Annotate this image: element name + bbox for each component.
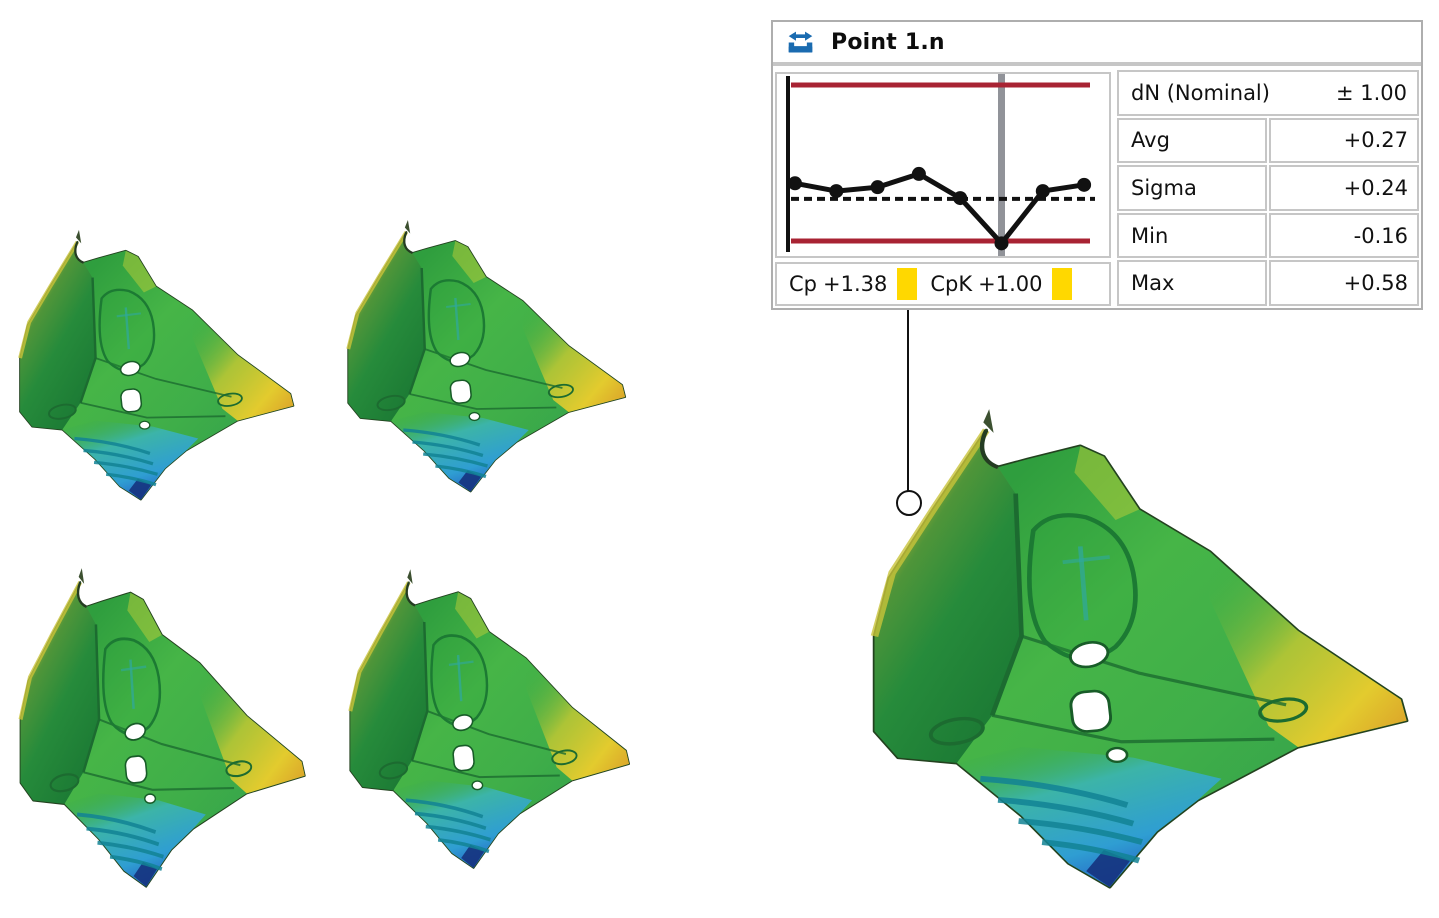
capability-row: Cp +1.38 CpK +1.00	[775, 262, 1111, 306]
part-thumbnail-1[interactable]	[8, 218, 310, 516]
stat-value-max: +0.58	[1269, 260, 1419, 306]
callout-line	[907, 310, 909, 491]
stat-label-max: Max	[1117, 260, 1267, 306]
cpk-value: +1.00	[978, 272, 1043, 296]
cp-value: +1.38	[823, 272, 888, 296]
part-thumbnail-2[interactable]	[336, 208, 642, 508]
panel-header[interactable]: Point 1.n	[773, 22, 1421, 66]
cp-label: Cp	[789, 272, 817, 296]
cpk-label: CpK	[930, 272, 973, 296]
part-thumbnail-3[interactable]	[8, 554, 322, 906]
stat-value-sigma: +0.24	[1269, 165, 1419, 211]
part-thumbnail-4[interactable]	[338, 556, 646, 886]
trend-chart[interactable]	[775, 72, 1111, 258]
cpk-status-flag	[1052, 268, 1073, 300]
panel-title: Point 1.n	[831, 29, 945, 55]
inspection-flag-panel: Point 1.n Cp +1.38 CpK +1.00 dN (Nominal…	[771, 20, 1423, 310]
tolerance-row: dN (Nominal) ± 1.00	[1117, 70, 1419, 116]
stat-label-sigma: Sigma	[1117, 165, 1267, 211]
tolerance-label: dN (Nominal)	[1131, 80, 1270, 105]
measurement-point-marker[interactable]	[896, 490, 922, 516]
stats-table: dN (Nominal) ± 1.00 Avg +0.27 Sigma +0.2…	[1117, 70, 1419, 306]
distance-dimension-icon	[788, 31, 813, 52]
stat-value-min: -0.16	[1269, 212, 1419, 259]
tolerance-value: ± 1.00	[1335, 80, 1407, 105]
cp-status-flag	[897, 268, 918, 300]
part-detail-view[interactable]	[851, 388, 1439, 916]
stat-label-avg: Avg	[1117, 117, 1267, 164]
stat-label-min: Min	[1117, 212, 1267, 259]
stat-value-avg: +0.27	[1269, 117, 1419, 164]
